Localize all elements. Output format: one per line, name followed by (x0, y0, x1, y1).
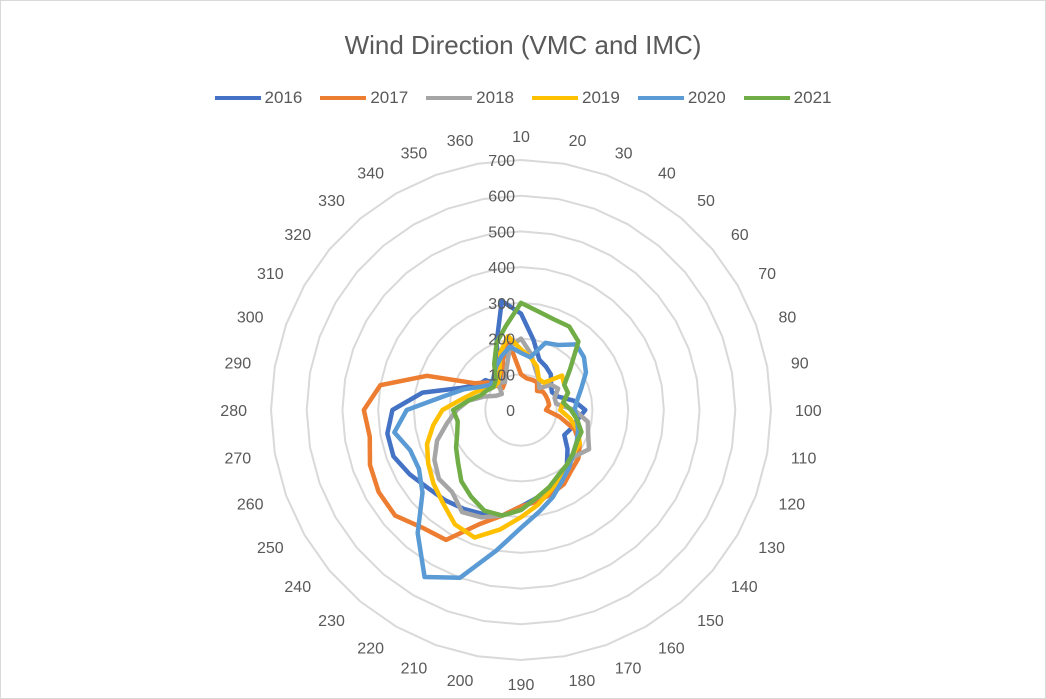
radial-tick-label: 300 (488, 296, 515, 313)
category-label: 200 (447, 673, 474, 690)
grid-ring (341, 230, 701, 590)
legend-swatch (426, 96, 473, 100)
radial-tick-label: 200 (488, 332, 515, 349)
legend-swatch (214, 96, 261, 100)
category-label: 220 (357, 640, 384, 657)
category-label: 260 (237, 497, 264, 514)
category-label: 310 (257, 266, 284, 283)
category-label: 40 (658, 166, 676, 183)
grid-ring (448, 337, 594, 483)
radar-series (361, 298, 592, 581)
legend-item-2016: 2016 (214, 88, 303, 108)
category-labels: 10 20 30 40 50 60 70 80 90 100 110 120 130 140 150 160 1… (220, 129, 822, 694)
legend-label: 2019 (582, 88, 620, 107)
category-label: 270 (224, 451, 251, 468)
category-label: 120 (778, 497, 805, 514)
legend-swatch (532, 96, 578, 100)
legend-swatch (743, 96, 790, 100)
chart-title: Wind Direction (VMC and IMC) (344, 30, 702, 60)
legend-item-2019: 2019 (532, 88, 620, 108)
category-label: 240 (284, 579, 311, 596)
grid-ring (269, 158, 773, 662)
category-label: 70 (758, 266, 776, 283)
grid-ring (377, 266, 665, 554)
legend-label: 2018 (476, 88, 514, 107)
radial-tick-label: 0 (506, 403, 515, 420)
category-label: 10 (512, 129, 530, 146)
category-label: 130 (758, 540, 785, 557)
series-line-2020 (392, 340, 589, 581)
series-line-2021 (450, 300, 584, 518)
category-label: 140 (731, 579, 758, 596)
category-label: 190 (508, 677, 535, 694)
category-label: 60 (731, 227, 749, 244)
chart-legend: 2016 2017 2018 2019 2020 2021 (0, 88, 1046, 108)
category-label: 210 (401, 660, 428, 677)
radial-tick-label: 700 (488, 153, 515, 170)
radial-tick-label: 500 (488, 224, 515, 241)
category-label: 90 (791, 355, 809, 372)
category-label: 110 (791, 451, 817, 468)
radar-grid (269, 158, 773, 662)
category-label: 80 (778, 309, 796, 326)
legend-label: 2020 (687, 88, 726, 107)
category-label: 350 (401, 146, 428, 163)
category-label: 150 (697, 613, 724, 630)
category-label: 320 (284, 227, 311, 244)
radial-tick-label: 600 (488, 189, 515, 206)
legend-label: 2016 (264, 88, 303, 107)
legend-label: 2021 (793, 88, 832, 107)
category-label: 360 (447, 133, 474, 150)
category-label: 50 (697, 193, 715, 210)
radial-tick-label: 400 (488, 260, 515, 277)
category-label: 230 (318, 613, 345, 630)
category-label: 170 (615, 660, 642, 677)
category-label: 100 (795, 403, 822, 420)
radial-tick-label: 100 (488, 367, 515, 384)
legend-item-2018: 2018 (426, 88, 514, 108)
category-label: 160 (658, 640, 685, 657)
category-label: 340 (357, 166, 384, 183)
radial-tick-labels: 0 100 200 300 400 500 600 700 (488, 153, 515, 420)
category-label: 20 (569, 133, 587, 150)
legend-swatch (637, 96, 684, 100)
category-label: 280 (220, 403, 247, 420)
category-label: 250 (257, 540, 284, 557)
legend-item-2021: 2021 (743, 88, 832, 108)
series-line-2017 (361, 340, 583, 543)
category-label: 330 (318, 193, 345, 210)
category-label: 300 (237, 309, 264, 326)
legend-swatch (320, 96, 367, 100)
legend-label: 2017 (370, 88, 409, 107)
grid-ring (305, 194, 737, 626)
legend-item-2017: 2017 (320, 88, 408, 108)
category-label: 30 (615, 146, 633, 163)
category-label: 290 (224, 355, 251, 372)
category-label: 180 (569, 673, 596, 690)
legend-item-2020: 2020 (637, 88, 726, 108)
